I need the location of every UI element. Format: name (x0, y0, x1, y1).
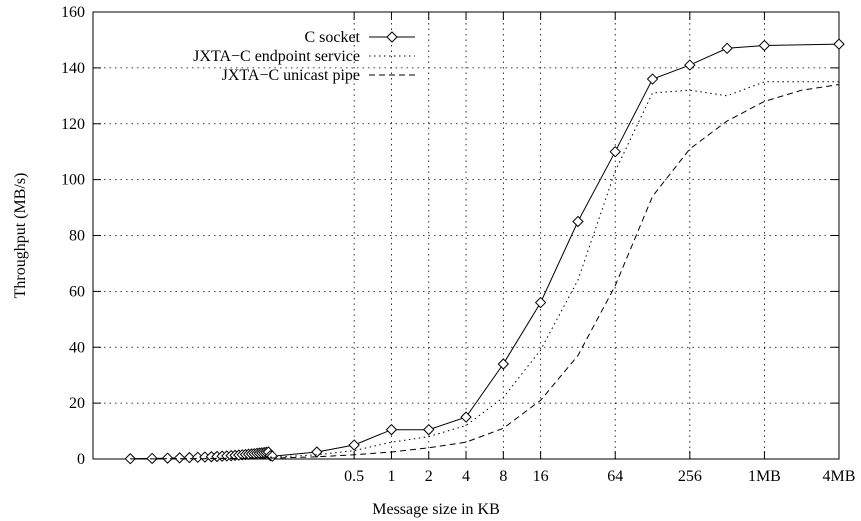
data-point-marker (183, 451, 196, 464)
legend: C socket JXTA−C endpoint service JXTA−C un… (193, 29, 415, 84)
y-axis-title: Throughput (MB/s) (12, 173, 29, 299)
y-tick-label: 80 (69, 228, 85, 245)
x-tick-label: 64 (607, 468, 623, 485)
y-tick-label: 120 (61, 116, 85, 133)
x-tick-label: 4MB (823, 468, 856, 485)
series-line (130, 84, 840, 460)
data-point-marker (385, 423, 398, 436)
series-1 (124, 38, 845, 465)
grid-lines (93, 12, 839, 459)
data-point-marker (646, 73, 659, 85)
data-point-marker (534, 296, 547, 309)
axes: 0 20 40 60 80 100 120 140 160 0.5 1 2 4 8 16 64 256 1MB 4M… (61, 4, 855, 485)
x-tick-label: 1 (387, 468, 395, 485)
legend-entry-label: JXTA−C endpoint service (193, 48, 360, 65)
data-point-marker (311, 446, 323, 458)
data-point-marker (423, 423, 435, 436)
x-tick-label: 8 (499, 468, 507, 485)
data-point-marker (572, 215, 584, 228)
y-tick-label: 100 (61, 172, 85, 189)
data-series (124, 38, 845, 465)
y-tick-label: 20 (69, 395, 85, 412)
x-tick-label: 256 (678, 468, 702, 485)
x-tick-label: 2 (425, 468, 433, 485)
legend-entry-label: JXTA−C unicast pipe (222, 67, 360, 84)
y-tick-label: 40 (69, 339, 85, 356)
data-point-marker (173, 452, 186, 464)
x-axis-title: Message size in KB (372, 501, 500, 518)
legend-entry-marker (386, 31, 398, 43)
y-tick-label: 160 (61, 4, 85, 21)
x-tick-label: 4 (462, 468, 470, 485)
data-point-marker (266, 450, 279, 462)
series-line (130, 81, 839, 460)
series-2 (130, 81, 839, 460)
y-tick-label: 0 (77, 451, 85, 468)
data-point-marker (758, 39, 771, 52)
legend-entry-label: C socket (304, 29, 360, 46)
data-point-marker (609, 145, 621, 158)
data-point-marker (833, 38, 845, 50)
data-point-marker (721, 42, 733, 55)
x-tick-label: 1MB (748, 468, 781, 485)
series-line (130, 43, 840, 460)
data-point-marker (124, 453, 137, 465)
data-point-marker (161, 452, 174, 464)
x-tick-label: 0.5 (344, 468, 364, 485)
y-tick-label: 140 (61, 60, 85, 77)
y-tick-label: 60 (69, 283, 85, 300)
data-point-marker (348, 439, 360, 451)
x-tick-label: 16 (533, 468, 549, 485)
data-point-marker (460, 411, 472, 423)
data-point-marker (497, 358, 510, 370)
series-3 (130, 84, 840, 460)
data-point-marker (684, 59, 696, 71)
